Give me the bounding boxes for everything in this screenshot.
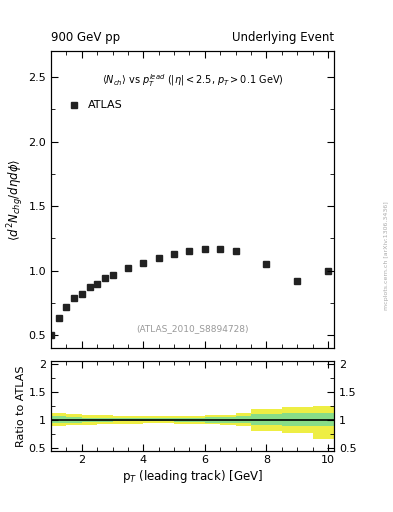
X-axis label: p$_{T}$ (leading track) [GeV]: p$_{T}$ (leading track) [GeV]	[122, 468, 263, 485]
Text: mcplots.cern.ch [arXiv:1306.3436]: mcplots.cern.ch [arXiv:1306.3436]	[384, 202, 389, 310]
Text: (ATLAS_2010_S8894728): (ATLAS_2010_S8894728)	[136, 324, 249, 333]
Text: $\langle N_{ch}\rangle$ vs $p_T^{lead}$ ($|\eta| < 2.5$, $p_T > 0.1$ GeV): $\langle N_{ch}\rangle$ vs $p_T^{lead}$ …	[102, 72, 283, 89]
Y-axis label: $\langle d^2 N_{chg}/d\eta d\phi\rangle$: $\langle d^2 N_{chg}/d\eta d\phi\rangle$	[5, 159, 26, 241]
Text: 900 GeV pp: 900 GeV pp	[51, 31, 120, 44]
Text: ATLAS: ATLAS	[88, 100, 123, 110]
Y-axis label: Ratio to ATLAS: Ratio to ATLAS	[16, 365, 26, 446]
Text: Underlying Event: Underlying Event	[232, 31, 334, 44]
